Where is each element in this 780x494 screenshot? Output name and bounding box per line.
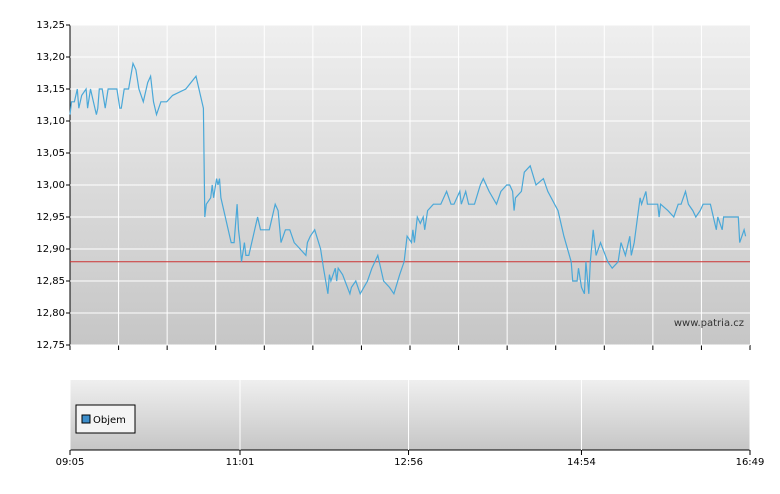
y-tick-label: 13,15 <box>36 84 65 95</box>
y-tick-label: 12,75 <box>36 340 65 351</box>
x-tick-label: 14:54 <box>567 457 596 468</box>
price-line <box>69 61 747 296</box>
x-tick-label: 11:01 <box>226 457 255 468</box>
legend-label: Objem <box>93 415 126 426</box>
legend-swatch <box>81 414 91 424</box>
watermark: www.patria.cz <box>674 318 744 329</box>
volume-panel <box>70 380 750 450</box>
y-tick-label: 13,25 <box>36 20 65 31</box>
x-tick-label: 09:05 <box>56 457 85 468</box>
y-tick-label: 12,85 <box>36 276 65 287</box>
y-tick-label: 12,95 <box>36 212 65 223</box>
y-tick-label: 13,10 <box>36 116 65 127</box>
y-tick-label: 13,00 <box>36 180 65 191</box>
y-tick-label: 13,20 <box>36 52 65 63</box>
y-tick-label: 12,90 <box>36 244 65 255</box>
x-tick-label: 12:56 <box>394 457 423 468</box>
x-tick-label: 16:49 <box>736 457 765 468</box>
y-tick-label: 12,80 <box>36 308 65 319</box>
y-tick-label: 13,05 <box>36 148 65 159</box>
